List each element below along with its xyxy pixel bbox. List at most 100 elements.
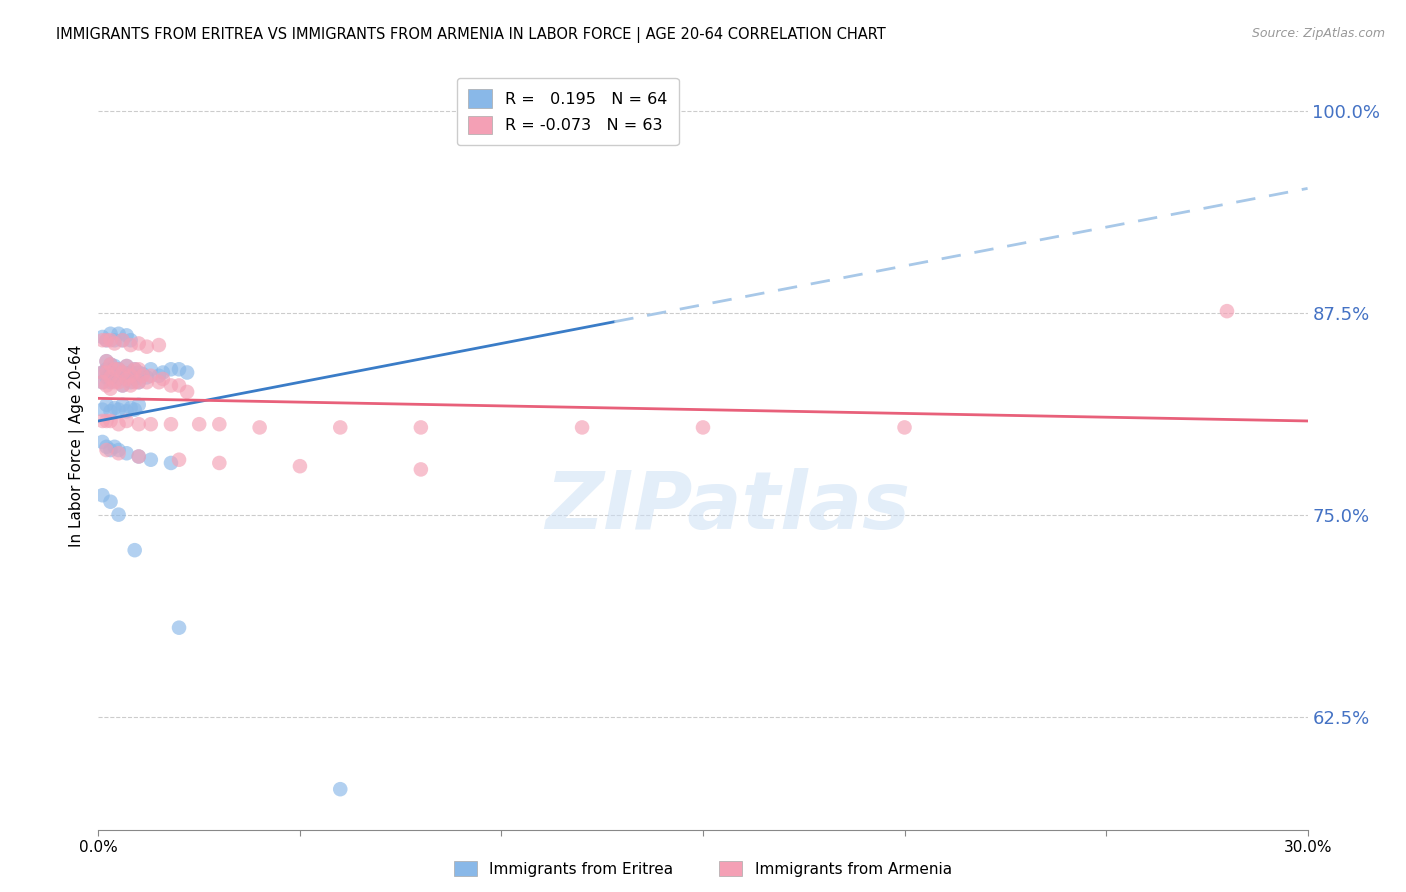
Point xyxy=(100,404,122,418)
Point xyxy=(128,417,150,432)
Point xyxy=(115,404,138,418)
Point xyxy=(96,333,118,347)
Point xyxy=(115,446,138,460)
Point xyxy=(176,366,198,380)
Point xyxy=(692,420,714,434)
Point xyxy=(107,417,129,432)
Point xyxy=(115,370,138,384)
Point xyxy=(107,375,129,389)
Point xyxy=(91,375,114,389)
Point xyxy=(100,333,122,347)
Point xyxy=(176,384,198,399)
Point xyxy=(148,338,170,352)
Point xyxy=(107,362,129,376)
Point xyxy=(107,326,129,341)
Point xyxy=(152,366,174,380)
Point xyxy=(107,362,129,376)
Point xyxy=(107,402,129,417)
Point xyxy=(103,440,125,454)
Point xyxy=(128,398,150,412)
Point xyxy=(107,372,129,386)
Point xyxy=(148,375,170,389)
Point xyxy=(91,366,114,380)
Point xyxy=(135,340,157,354)
Point xyxy=(96,378,118,392)
Point xyxy=(103,362,125,376)
Point xyxy=(111,378,134,392)
Point xyxy=(120,333,142,347)
Point xyxy=(115,359,138,373)
Point xyxy=(139,452,162,467)
Point xyxy=(409,462,432,476)
Point xyxy=(167,362,190,376)
Text: IMMIGRANTS FROM ERITREA VS IMMIGRANTS FROM ARMENIA IN LABOR FORCE | AGE 20-64 CO: IMMIGRANTS FROM ERITREA VS IMMIGRANTS FR… xyxy=(56,27,886,43)
Point xyxy=(132,367,155,381)
Point xyxy=(115,359,138,373)
Point xyxy=(128,450,150,464)
Point xyxy=(132,368,155,383)
Y-axis label: In Labor Force | Age 20-64: In Labor Force | Age 20-64 xyxy=(69,345,84,547)
Point xyxy=(167,378,190,392)
Point xyxy=(160,362,183,376)
Point xyxy=(249,420,271,434)
Point xyxy=(115,372,138,386)
Point xyxy=(128,362,150,376)
Point xyxy=(100,382,122,396)
Point xyxy=(124,402,146,417)
Point xyxy=(124,375,146,389)
Point xyxy=(107,508,129,522)
Point xyxy=(100,358,122,372)
Point xyxy=(139,417,162,432)
Legend: Immigrants from Eritrea, Immigrants from Armenia: Immigrants from Eritrea, Immigrants from… xyxy=(447,853,959,884)
Point xyxy=(91,375,114,389)
Point xyxy=(100,443,122,458)
Text: Source: ZipAtlas.com: Source: ZipAtlas.com xyxy=(1251,27,1385,40)
Point xyxy=(128,375,150,389)
Point xyxy=(100,494,122,508)
Point xyxy=(111,366,134,380)
Point xyxy=(111,333,134,347)
Point xyxy=(124,362,146,376)
Point xyxy=(115,414,138,428)
Point xyxy=(167,452,190,467)
Point xyxy=(103,359,125,373)
Point xyxy=(91,402,114,417)
Point xyxy=(128,336,150,351)
Point xyxy=(96,354,118,368)
Point xyxy=(120,366,142,380)
Point xyxy=(91,414,114,428)
Point xyxy=(135,370,157,384)
Point xyxy=(100,370,122,384)
Point xyxy=(111,366,134,380)
Point xyxy=(91,488,114,502)
Point xyxy=(148,368,170,383)
Text: ZIPatlas: ZIPatlas xyxy=(544,468,910,547)
Point xyxy=(128,450,150,464)
Point xyxy=(96,443,118,458)
Point xyxy=(96,440,118,454)
Point xyxy=(160,456,183,470)
Point xyxy=(160,378,183,392)
Point xyxy=(111,333,134,347)
Point xyxy=(103,333,125,347)
Point xyxy=(100,414,122,428)
Point xyxy=(107,446,129,460)
Point xyxy=(120,338,142,352)
Point xyxy=(100,375,122,389)
Point xyxy=(208,456,231,470)
Point xyxy=(571,420,593,434)
Point xyxy=(135,375,157,389)
Point xyxy=(167,621,190,635)
Point xyxy=(329,420,352,434)
Point xyxy=(100,366,122,380)
Point xyxy=(120,401,142,415)
Point xyxy=(160,417,183,432)
Point xyxy=(893,420,915,434)
Point xyxy=(103,401,125,415)
Point xyxy=(96,362,118,376)
Point xyxy=(288,459,311,474)
Legend: R =   0.195   N = 64, R = -0.073   N = 63: R = 0.195 N = 64, R = -0.073 N = 63 xyxy=(457,78,679,145)
Point xyxy=(188,417,211,432)
Point xyxy=(96,366,118,380)
Point xyxy=(96,354,118,368)
